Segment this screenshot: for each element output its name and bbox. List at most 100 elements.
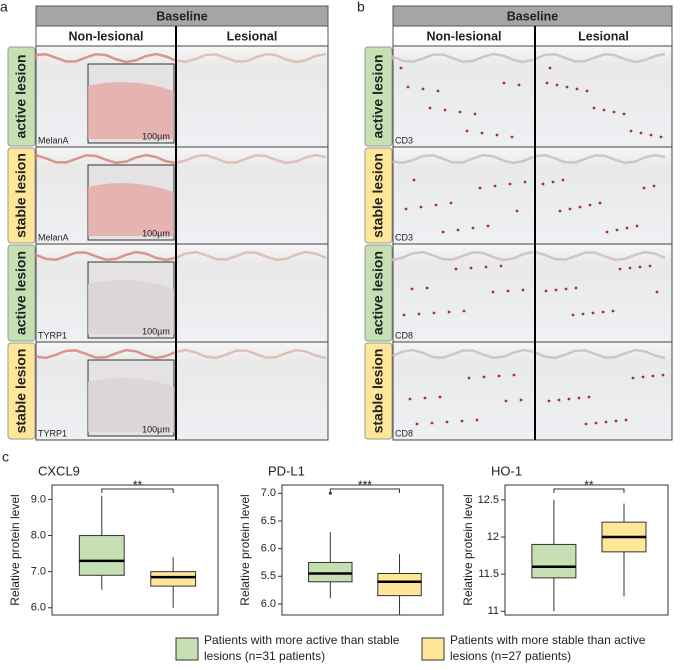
- legend-label: Patients with more active than stable les…: [204, 633, 400, 663]
- stained-cell: [484, 265, 488, 269]
- stained-cell: [402, 313, 406, 317]
- stained-cell: [601, 310, 605, 314]
- y-tick-label: 5.5: [261, 570, 276, 582]
- box: [531, 543, 577, 579]
- stained-cell: [541, 182, 545, 186]
- stained-cell: [430, 421, 434, 425]
- stained-cell: [625, 226, 629, 230]
- tissue-image: [534, 146, 673, 245]
- stained-cell: [465, 129, 469, 133]
- stained-cell: [447, 310, 451, 314]
- significance: **: [133, 478, 143, 492]
- stained-cell: [631, 376, 635, 380]
- inset-tissue: [88, 280, 174, 334]
- header: Baseline: [507, 9, 558, 23]
- epidermis: [533, 348, 666, 360]
- stained-cell: [598, 201, 602, 205]
- stained-cell: [638, 265, 642, 269]
- stain-label: CD8: [395, 330, 413, 340]
- row-label: stable lesion: [13, 153, 29, 238]
- stained-cell: [642, 186, 646, 190]
- stain-label: TYRP1: [38, 330, 67, 340]
- stained-cell: [567, 397, 571, 401]
- epidermis: [174, 153, 327, 165]
- header: Baseline: [156, 9, 207, 23]
- stained-cell: [441, 230, 445, 234]
- stained-cell: [421, 87, 425, 91]
- stained-cell: [460, 419, 464, 423]
- stained-cell: [475, 418, 479, 422]
- y-tick-label: 11.5: [478, 568, 499, 580]
- epidermis: [34, 153, 177, 165]
- stained-cell: [591, 311, 595, 315]
- row-label: active lesion: [370, 54, 386, 138]
- stained-cell: [480, 131, 484, 135]
- row-label-bg: [364, 147, 393, 244]
- stained-cell: [467, 376, 471, 380]
- row-label-bg: [364, 342, 393, 440]
- stained-cell: [428, 106, 432, 110]
- stained-cell: [478, 186, 482, 190]
- stained-cell: [659, 135, 663, 139]
- significance: **: [584, 478, 594, 492]
- inset-tissue: [88, 82, 174, 139]
- stained-cell: [571, 313, 575, 317]
- stained-cell: [578, 205, 582, 209]
- stained-cell: [502, 81, 506, 85]
- stained-cell: [512, 373, 516, 377]
- stained-cell: [499, 264, 503, 268]
- box: [150, 571, 197, 587]
- stained-cell: [445, 420, 449, 424]
- stained-cell: [661, 373, 665, 377]
- row-label-bg: [364, 244, 393, 342]
- stained-cell: [458, 110, 462, 114]
- tissue-image: [534, 45, 673, 148]
- stain-label: CD8: [395, 428, 413, 438]
- stained-cell: [519, 398, 523, 402]
- stain-label: CD3: [395, 135, 413, 145]
- legend-text-line: lesions (n=31 patients): [204, 649, 325, 663]
- stained-cell: [443, 108, 447, 112]
- legend-text-line: Patients with more stable than active: [450, 633, 646, 647]
- stained-cell: [515, 209, 519, 213]
- stained-cell: [651, 374, 655, 378]
- stained-cell: [557, 398, 561, 402]
- stained-cell: [605, 230, 609, 234]
- stained-cell: [635, 224, 639, 228]
- stained-cell: [432, 311, 436, 315]
- stained-cell: [568, 207, 572, 211]
- tissue-image: [175, 341, 329, 441]
- epidermis: [533, 52, 666, 64]
- stained-cell: [554, 288, 558, 292]
- y-tick-label: 6.0: [31, 602, 46, 614]
- stained-cell: [412, 178, 416, 182]
- stained-cell: [404, 207, 408, 211]
- scale-bar: 100µm: [142, 228, 170, 238]
- stained-cell: [508, 182, 512, 186]
- y-tick-label: 7.0: [261, 487, 276, 499]
- row-label: active lesion: [13, 251, 29, 335]
- stain-label: MelanA: [38, 135, 69, 145]
- column-header: Non-lesional: [68, 29, 143, 43]
- stained-cell: [629, 129, 633, 133]
- tissue-image: [175, 243, 329, 343]
- row-label-bg: [7, 147, 36, 244]
- stained-cell: [462, 309, 466, 313]
- stained-cell: [406, 85, 410, 89]
- stained-cell: [495, 133, 499, 137]
- stained-cell: [611, 309, 615, 313]
- stained-cell: [592, 106, 596, 110]
- box: [308, 561, 353, 583]
- stain-label: MelanA: [38, 232, 69, 242]
- scale-bar: 100µm: [142, 326, 170, 336]
- stained-cell: [415, 422, 419, 426]
- epidermis: [34, 250, 177, 262]
- stained-cell: [419, 205, 423, 209]
- stained-cell: [565, 85, 569, 89]
- panel-label: c: [2, 449, 9, 465]
- chart-title: PD-L1: [268, 463, 305, 478]
- stained-cell: [456, 228, 460, 232]
- panel-label: a: [0, 0, 8, 15]
- stained-cell: [517, 83, 521, 87]
